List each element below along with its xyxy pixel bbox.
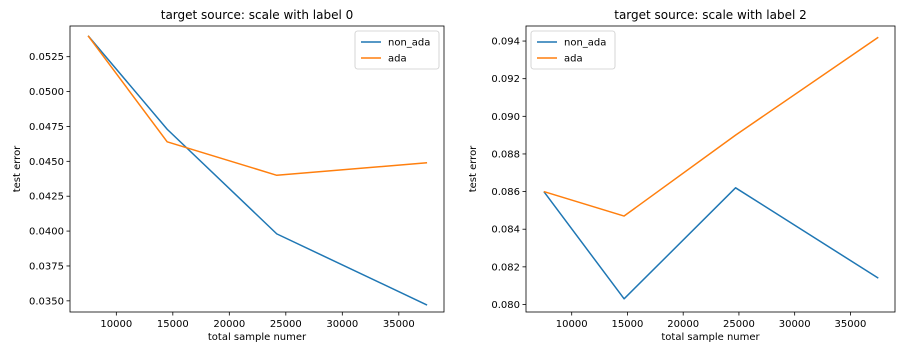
y-tick-label: 0.082 (491, 262, 520, 273)
legend-label-ada: ada (388, 54, 407, 65)
x-tick-label: 10000 (100, 319, 132, 330)
x-axis-label: total sample numer (208, 332, 307, 343)
y-tick-label: 0.0500 (29, 87, 64, 98)
y-tick-label: 0.0525 (29, 52, 64, 63)
y-tick-label: 0.0375 (29, 261, 64, 272)
series-line-non_ada (87, 35, 428, 306)
chart-title: target source: scale with label 2 (614, 8, 807, 22)
plot-area-frame (525, 25, 896, 313)
y-tick-label: 0.084 (491, 225, 520, 236)
y-tick-label: 0.0350 (29, 296, 64, 307)
x-tick-label: 10000 (556, 319, 588, 330)
y-tick-label: 0.090 (491, 112, 520, 123)
y-tick-label: 0.0475 (29, 122, 64, 133)
series-line-ada (87, 35, 428, 177)
chart-panel-1: target source: scale with label 2 10000 15… (468, 8, 896, 343)
y-tick-label: 0.080 (491, 300, 520, 311)
legend-box (530, 30, 616, 70)
y-tick-label: 0.086 (491, 187, 520, 198)
y-tick-label: 0.0425 (29, 192, 64, 203)
chart-panel-0: target source: scale with label 0 10000 15… (12, 8, 445, 343)
x-tick-label: 15000 (612, 319, 644, 330)
chart-title: target source: scale with label 0 (161, 8, 354, 22)
y-tick-label: 0.0450 (29, 157, 64, 168)
legend-label-non_ada: non_ada (564, 38, 606, 49)
y-tick-label: 0.094 (491, 37, 520, 48)
x-tick-label: 35000 (835, 319, 867, 330)
y-axis-label: test error (12, 145, 23, 192)
x-tick-label: 30000 (326, 319, 358, 330)
x-tick-label: 25000 (270, 319, 302, 330)
legend-label-ada: ada (564, 54, 583, 65)
y-tick-label: 0.092 (491, 74, 520, 85)
series-line-ada (543, 36, 879, 217)
x-tick-label: 35000 (383, 319, 415, 330)
x-axis-label: total sample numer (661, 332, 760, 343)
x-tick-label: 25000 (723, 319, 755, 330)
legend-box (354, 30, 440, 70)
plot-area-frame (69, 25, 445, 313)
y-axis-label: test error (468, 145, 479, 192)
x-tick-label: 30000 (779, 319, 811, 330)
x-tick-label: 15000 (157, 319, 189, 330)
y-tick-label: 0.088 (491, 149, 520, 160)
series-line-non_ada (543, 187, 879, 300)
legend-label-non_ada: non_ada (388, 38, 430, 49)
y-tick-label: 0.0400 (29, 227, 64, 238)
x-tick-label: 20000 (667, 319, 699, 330)
x-tick-label: 20000 (213, 319, 245, 330)
